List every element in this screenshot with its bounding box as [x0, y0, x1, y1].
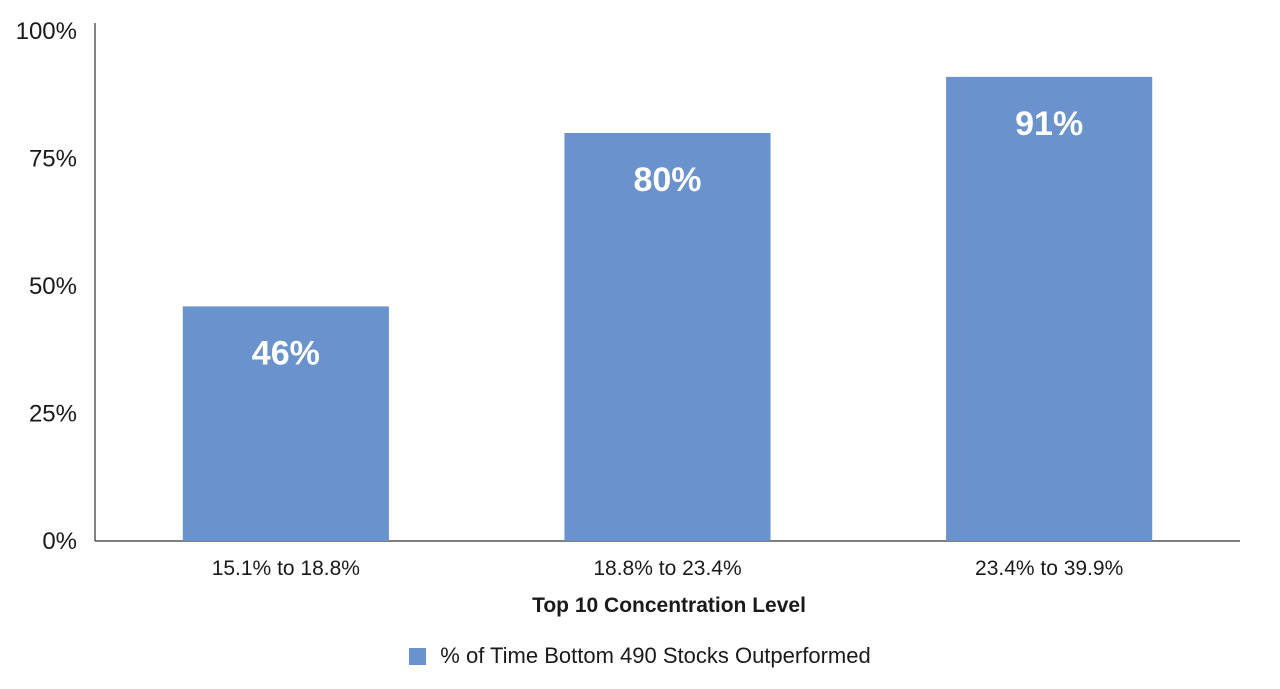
bar [182, 306, 389, 541]
bar-data-label: 91% [1015, 105, 1083, 143]
y-tick-label: 75% [29, 146, 77, 173]
bar-data-label: 46% [252, 334, 320, 372]
legend-swatch [409, 647, 427, 665]
legend: % of Time Bottom 490 Stocks Outperformed [0, 643, 1280, 669]
x-axis-title: Top 10 Concentration Level [532, 594, 806, 617]
x-tick-label: 18.8% to 23.4% [593, 557, 741, 580]
x-tick-label: 23.4% to 39.9% [975, 557, 1123, 580]
y-tick-label: 25% [29, 401, 77, 428]
x-tick-label: 15.1% to 18.8% [212, 557, 360, 580]
bar [564, 133, 771, 541]
legend-label: % of Time Bottom 490 Stocks Outperformed [440, 643, 871, 668]
bar-series: 46% 80% 91% [182, 76, 1153, 542]
y-tick-label: 100% [16, 18, 77, 45]
bar-data-label: 80% [633, 161, 701, 199]
y-tick-label: 0% [42, 528, 77, 555]
bar [946, 76, 1153, 542]
y-tick-label: 50% [29, 273, 77, 300]
x-axis-ticks: 15.1% to 18.8% 18.8% to 23.4% 23.4% to 39.… [212, 557, 1124, 580]
